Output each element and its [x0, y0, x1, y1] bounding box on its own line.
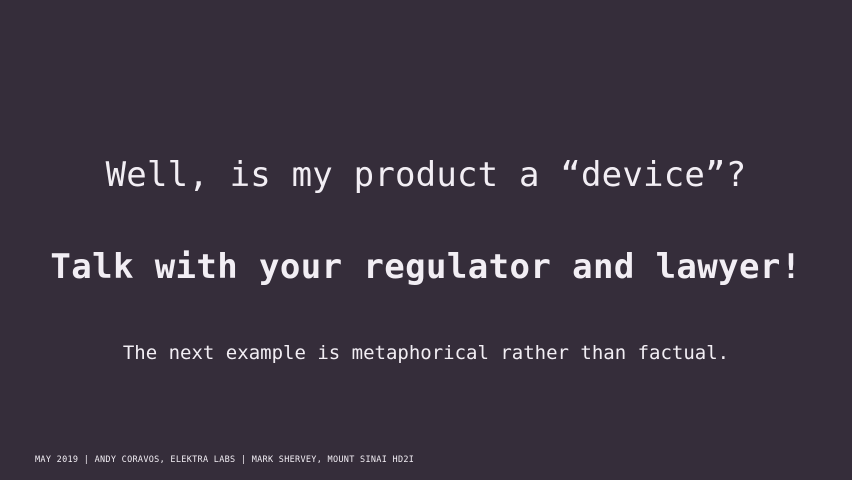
slide-note-text: The next example is metaphorical rather … — [122, 342, 730, 364]
slide-answer-heading: Talk with your regulator and lawyer! — [50, 247, 802, 287]
slide-footer: MAY 2019 | ANDY CORAVOS, ELEKTRA LABS | … — [35, 455, 415, 465]
slide-question-heading: Well, is my product a “device”? — [105, 155, 747, 195]
